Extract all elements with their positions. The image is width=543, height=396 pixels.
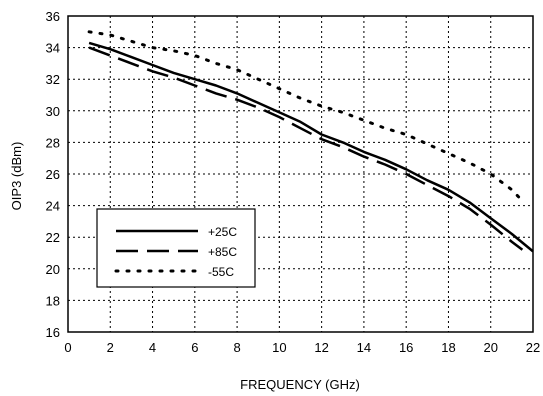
- y-tick-label: 30: [46, 104, 60, 119]
- series-lines: [87, 30, 534, 253]
- y-tick-label: 18: [46, 293, 60, 308]
- series-line-1: [88, 46, 524, 251]
- y-tick-label: 24: [46, 199, 60, 214]
- x-tick-label: 22: [526, 340, 540, 355]
- y-tick-label: 20: [46, 262, 60, 277]
- x-tick-label: 12: [314, 340, 328, 355]
- x-tick-label: 14: [357, 340, 371, 355]
- y-axis-title: OIP3 (dBm): [9, 142, 24, 211]
- y-tick-label: 22: [46, 230, 60, 245]
- y-tick-label: 28: [46, 135, 60, 150]
- x-tick-label: 0: [64, 340, 71, 355]
- plot-frame: [67, 15, 534, 333]
- legend-label-2: -55C: [208, 265, 234, 279]
- x-axis-title: FREQUENCY (GHz): [240, 377, 360, 392]
- x-tick-label: 20: [483, 340, 497, 355]
- x-tick-label: 10: [272, 340, 286, 355]
- x-tick-label: 18: [441, 340, 455, 355]
- y-tick-label: 16: [46, 325, 60, 340]
- series-line-2: [87, 30, 524, 203]
- y-tick-label: 26: [46, 167, 60, 182]
- legend: +25C +85C -55C: [96, 208, 256, 288]
- y-tick-label: 36: [46, 9, 60, 24]
- y-tick-label: 32: [46, 72, 60, 87]
- series-line-0: [88, 41, 534, 253]
- x-tick-label: 8: [233, 340, 240, 355]
- x-tick-label: 6: [191, 340, 198, 355]
- x-tick-label: 4: [149, 340, 156, 355]
- x-tick-label: 2: [107, 340, 114, 355]
- legend-box: [96, 208, 256, 288]
- legend-label-0: +25C: [208, 225, 237, 239]
- y-tick-label: 34: [46, 41, 60, 56]
- x-tick-label: 16: [399, 340, 413, 355]
- tick-labels: 0 2 4 6 8 10 12 14 16 18 20 22161820222426283032343…: [46, 9, 541, 355]
- legend-label-1: +85C: [208, 245, 237, 259]
